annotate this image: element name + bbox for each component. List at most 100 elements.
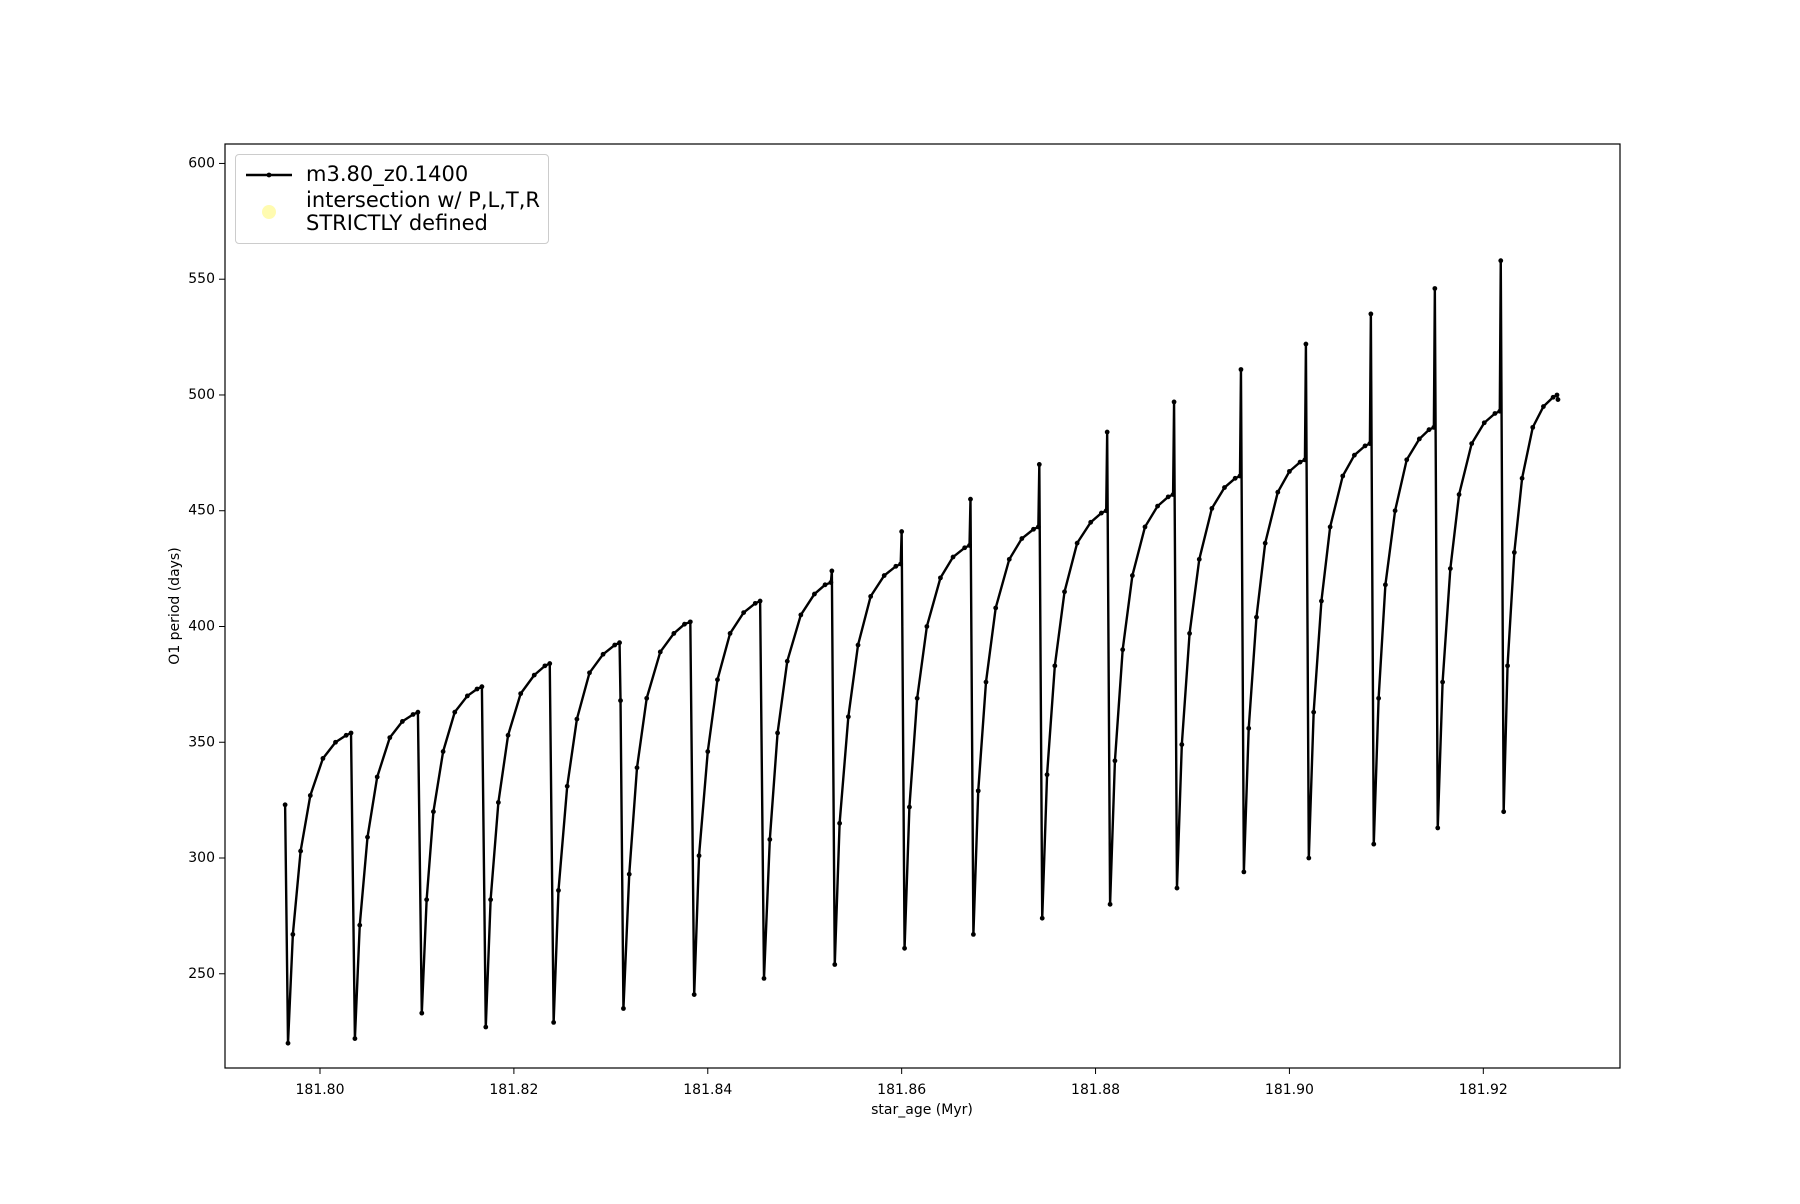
data-point (1006, 556, 1012, 562)
data-point (975, 788, 981, 794)
data-point (1044, 772, 1050, 778)
data-point (1275, 489, 1281, 495)
data-point (1497, 408, 1503, 414)
legend-symbol (246, 172, 292, 178)
data-point (671, 631, 677, 636)
data-point (290, 932, 296, 937)
data-point (899, 529, 905, 534)
data-point (600, 651, 606, 657)
x-tick-label: 181.86 (877, 1082, 926, 1098)
data-point (495, 800, 501, 805)
data-point (962, 545, 968, 551)
data-point (1031, 526, 1036, 532)
data-point (1098, 510, 1104, 516)
data-point (1505, 663, 1510, 669)
data-point (1456, 492, 1462, 497)
data-point (547, 661, 553, 666)
x-tick-label: 181.82 (489, 1082, 538, 1098)
data-point (1107, 901, 1113, 907)
data-point (644, 695, 650, 701)
data-point (970, 932, 976, 937)
y-axis-label: O1 period (days) (167, 547, 183, 664)
data-point (845, 714, 851, 720)
data-point (950, 554, 956, 560)
data-point (483, 1024, 489, 1030)
data-point (1238, 367, 1244, 372)
data-point (357, 922, 363, 928)
data-point (881, 573, 887, 578)
data-point (618, 698, 623, 703)
legend-entry: intersection w/ P,L,T,R STRICTLY defined (244, 188, 540, 236)
y-tick-label: 450 (188, 503, 215, 519)
data-point (1382, 582, 1388, 588)
data-point (761, 976, 767, 981)
data-point (757, 598, 763, 604)
data-point (320, 756, 326, 761)
data-point (822, 582, 828, 588)
data-point (1541, 404, 1546, 409)
data-point (1155, 503, 1160, 509)
data-point (784, 658, 790, 664)
data-point (715, 677, 720, 683)
data-point (798, 612, 804, 618)
data-point (752, 600, 758, 606)
data-point (837, 820, 843, 826)
data-point (348, 730, 354, 736)
data-point (657, 649, 663, 655)
data-point (1492, 411, 1498, 416)
data-point (1554, 392, 1560, 398)
data-point (1179, 742, 1185, 747)
data-point (855, 642, 861, 648)
data-point (474, 686, 480, 692)
legend-label: intersection w/ P,L,T,R STRICTLY defined (306, 188, 540, 236)
data-point (1174, 885, 1180, 891)
data-point (898, 561, 904, 567)
data-point (1327, 524, 1333, 530)
data-line (283, 259, 1560, 1045)
y-tick-label: 500 (188, 387, 215, 403)
data-point (1555, 397, 1561, 402)
data-point (696, 853, 702, 859)
data-point (440, 749, 446, 754)
data-point (1404, 457, 1410, 463)
data-point (727, 631, 733, 636)
plot-area (282, 258, 1561, 1046)
data-point (967, 543, 972, 548)
data-point (1306, 855, 1312, 861)
data-point (282, 802, 288, 808)
data-point (617, 640, 622, 646)
data-point (621, 1006, 626, 1011)
data-point (1416, 436, 1422, 442)
data-point (551, 1019, 557, 1025)
data-point (1550, 394, 1556, 400)
data-point (542, 663, 548, 669)
data-point (924, 624, 930, 629)
data-point (1519, 475, 1525, 481)
data-point (410, 712, 416, 717)
data-point (352, 1036, 358, 1041)
legend: m3.80_z0.1400 intersection w/ P,L,T,R STR… (235, 154, 549, 245)
data-point (1019, 536, 1025, 541)
data-point (1171, 399, 1177, 405)
y-tick-label: 550 (188, 271, 215, 287)
data-point (1074, 540, 1080, 546)
data-point (431, 809, 436, 815)
data-point (691, 992, 697, 998)
y-tick-label: 400 (188, 618, 215, 634)
data-point (914, 695, 920, 701)
data-point (452, 709, 458, 715)
data-point (1088, 519, 1094, 525)
data-point (1368, 311, 1374, 317)
data-point (1297, 459, 1303, 465)
data-point (612, 642, 618, 648)
data-point (1254, 614, 1259, 620)
data-point (907, 804, 912, 810)
data-point (1120, 647, 1126, 653)
data-point (1469, 441, 1475, 446)
data-point (775, 730, 780, 736)
data-point (1511, 550, 1517, 555)
data-point (564, 783, 570, 789)
data-point (682, 621, 687, 627)
